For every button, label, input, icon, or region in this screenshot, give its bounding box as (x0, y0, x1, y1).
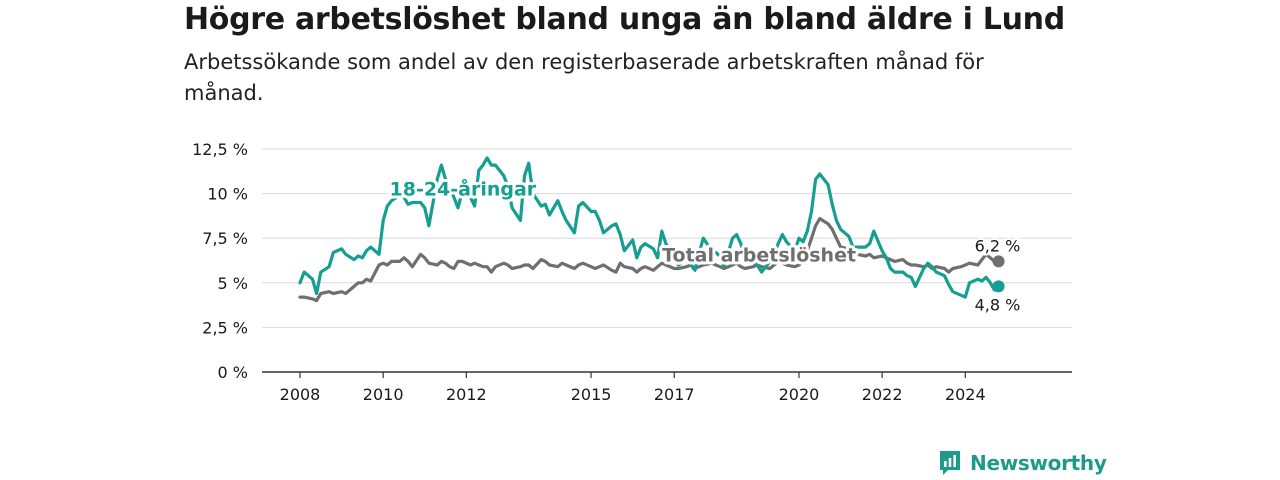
newsworthy-logo-icon (940, 451, 960, 475)
logo-text: Newsworthy (970, 451, 1107, 475)
y-tick-label: 10 % (207, 185, 248, 204)
end-label-youth: 4,8 % (975, 295, 1021, 314)
series-line-youth (298, 156, 1001, 299)
x-tick-label: 2015 (571, 385, 612, 404)
x-tick-label: 2017 (654, 385, 695, 404)
series-label-total: Total arbetslöshet (662, 245, 856, 267)
chart-title: Högre arbetslöshet bland unga än bland ä… (184, 2, 1065, 37)
newsworthy-logo: Newsworthy (938, 450, 1107, 476)
y-tick-label: 12,5 % (192, 140, 248, 159)
x-tick-label: 2010 (363, 385, 404, 404)
series-line-total (298, 217, 1001, 303)
y-axis-tick-labels: 0 % 2,5 % 5 % 7,5 % 10 % 12,5 % (192, 140, 248, 382)
end-label-total: 6,2 % (975, 236, 1021, 255)
end-point-total (992, 255, 1005, 268)
end-point-youth (992, 280, 1005, 293)
line-chart: 0 %2,5 %5 %7,5 %10 %12,5 % 2008 2010 2012 2… (192, 140, 1072, 404)
y-tick-label: 2,5 % (202, 318, 248, 337)
series-lines (298, 156, 1005, 303)
y-tick-label: 5 % (218, 274, 248, 293)
series-labels: 6,2 % 4,8 % 18-24-åringar Total arbetslöshe… (387, 173, 1023, 316)
x-tick-label: 2012 (446, 385, 487, 404)
x-tick-label: 2024 (945, 385, 986, 404)
grid-lines (262, 148, 1072, 373)
x-tick-label: 2022 (862, 385, 903, 404)
x-axis-tick-labels: 2008 2010 2012 2015 2017 2020 2022 2024 (280, 372, 986, 404)
x-tick-label: 2008 (280, 385, 321, 404)
y-tick-label: 7,5 % (202, 229, 248, 248)
y-tick-label: 0 % (218, 363, 248, 382)
series-label-youth: 18-24-åringar (390, 176, 537, 200)
chart-subtitle: Arbetssökande som andel av den registerb… (184, 50, 984, 105)
x-tick-label: 2020 (779, 385, 820, 404)
